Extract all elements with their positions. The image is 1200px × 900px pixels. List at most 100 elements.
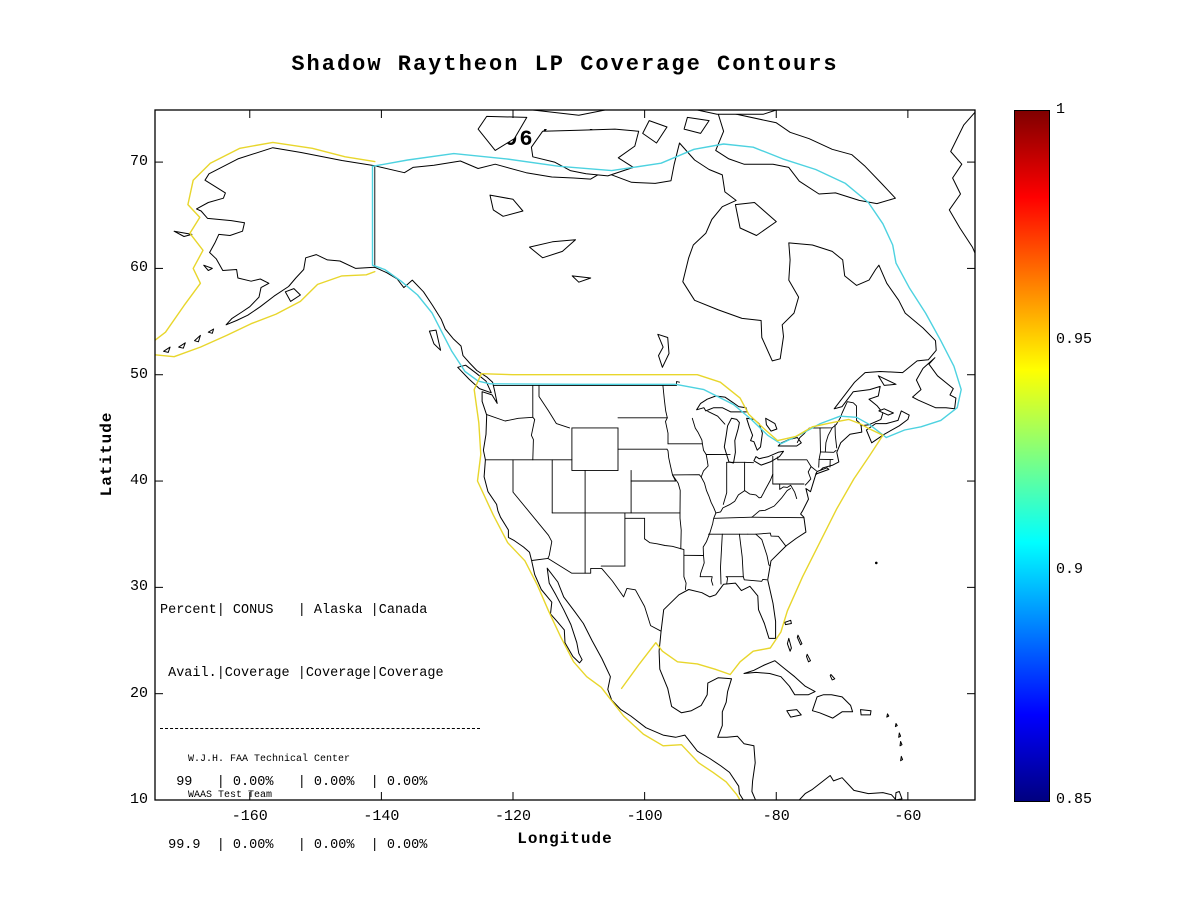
x-tick-label: -160 bbox=[231, 808, 268, 825]
coastline-island bbox=[899, 741, 903, 747]
colorbar-tick-label: 0.95 bbox=[1056, 331, 1093, 348]
credit-text: W.J.H. FAA Technical Center WAAS Test Te… bbox=[188, 730, 350, 826]
plot-frame bbox=[154, 109, 976, 801]
contour-yellow-0-95 bbox=[473, 373, 741, 800]
state-border bbox=[751, 516, 804, 519]
state-border bbox=[810, 466, 817, 472]
state-border bbox=[818, 451, 821, 460]
coastline-island bbox=[786, 637, 792, 652]
y-tick-label: 70 bbox=[129, 153, 148, 171]
contour-cyan-0-90 bbox=[371, 165, 491, 385]
state-border bbox=[713, 516, 753, 519]
x-axis-label: Longitude bbox=[517, 830, 613, 848]
coastline-island bbox=[532, 110, 606, 116]
axis-ticks bbox=[155, 110, 975, 801]
state-border bbox=[672, 474, 681, 514]
state-border bbox=[666, 448, 677, 482]
coastline-island bbox=[696, 110, 777, 115]
contour-cyan-0-90 bbox=[489, 383, 887, 445]
contour-cyan-0-90 bbox=[371, 143, 962, 439]
coastline-mainland bbox=[196, 142, 937, 800]
state-border bbox=[751, 488, 791, 518]
state-border bbox=[755, 533, 771, 567]
colorbar bbox=[1014, 110, 1050, 802]
coastline-island bbox=[428, 329, 442, 351]
lake-outline bbox=[723, 417, 740, 464]
y-tick-label: 20 bbox=[129, 684, 148, 702]
credit-line2: WAAS Test Team bbox=[188, 790, 273, 801]
lake-outline bbox=[753, 450, 784, 466]
coastline-island bbox=[477, 115, 528, 151]
coastline-island bbox=[898, 732, 902, 738]
state-border bbox=[742, 576, 768, 582]
lake-outline bbox=[765, 417, 778, 432]
availability-table: Percent| CONUS | Alaska |Canada Avail.|C… bbox=[160, 558, 480, 900]
state-border bbox=[777, 459, 812, 468]
state-border bbox=[665, 417, 669, 445]
lake-outline bbox=[529, 239, 576, 259]
state-border bbox=[691, 417, 717, 578]
table-row-99-9: 99.9 | 0.00% | 0.00% | 0.00% bbox=[160, 838, 428, 853]
state-border bbox=[530, 416, 536, 461]
state-border bbox=[715, 473, 774, 514]
y-tick-label: 10 bbox=[129, 791, 148, 808]
coastline-island bbox=[811, 694, 854, 719]
y-tick-label: 30 bbox=[129, 578, 148, 596]
coastline-island bbox=[900, 755, 904, 762]
coastline-island bbox=[894, 723, 898, 728]
coastline-island bbox=[178, 342, 186, 349]
coastline-island bbox=[948, 111, 975, 255]
y-tick-label: 60 bbox=[129, 259, 148, 277]
state-border bbox=[820, 449, 837, 453]
colorbar-tick-label: 0.85 bbox=[1056, 791, 1093, 808]
state-border bbox=[779, 483, 798, 500]
x-tick-label: -60 bbox=[894, 808, 922, 825]
y-tick-label: 40 bbox=[129, 472, 148, 490]
state-border bbox=[725, 576, 729, 585]
contour-yellow-0-95 bbox=[480, 373, 884, 442]
state-border bbox=[738, 533, 744, 578]
state-border bbox=[486, 414, 534, 422]
coastline-island bbox=[878, 408, 894, 416]
coastline-island bbox=[163, 346, 171, 353]
coastline-island bbox=[798, 775, 897, 800]
coastline-island bbox=[784, 619, 792, 626]
state-border bbox=[699, 576, 714, 586]
coastline-island bbox=[203, 264, 213, 271]
contour-yellow-0-95 bbox=[155, 141, 376, 358]
x-tick-label: -120 bbox=[494, 808, 531, 825]
state-border bbox=[538, 384, 571, 429]
y-tick-label: 50 bbox=[129, 365, 148, 383]
state-border bbox=[747, 532, 787, 547]
state-border bbox=[680, 548, 687, 590]
contour-yellow-0-95 bbox=[620, 434, 884, 690]
coastline-island bbox=[284, 288, 301, 302]
table-row-99: 99 | 0.00% | 0.00% | 0.00% bbox=[160, 775, 428, 790]
x-tick-label: -80 bbox=[762, 808, 790, 825]
coastline-island bbox=[865, 410, 910, 444]
coastline-island bbox=[715, 110, 896, 205]
state-border bbox=[662, 384, 668, 419]
x-tick-label: -100 bbox=[626, 808, 663, 825]
coastline-island bbox=[530, 128, 640, 177]
state-border bbox=[531, 557, 662, 632]
coastline-island bbox=[194, 334, 201, 343]
state-border bbox=[707, 410, 726, 425]
coastline-island bbox=[806, 653, 811, 663]
coastline-island bbox=[207, 328, 215, 334]
state-border bbox=[679, 512, 682, 550]
figure-title-line1: Shadow Raytheon LP Coverage Contours bbox=[291, 52, 839, 77]
state-border bbox=[672, 474, 702, 478]
coastline-island bbox=[734, 202, 777, 236]
coastline-island bbox=[815, 467, 830, 475]
coastline-island bbox=[912, 357, 957, 410]
x-tick-label: -140 bbox=[363, 808, 400, 825]
coastline-island bbox=[173, 230, 193, 237]
coastline-island bbox=[683, 116, 710, 134]
coastline-island bbox=[886, 713, 890, 718]
state-border bbox=[834, 424, 838, 449]
state-border bbox=[819, 427, 821, 453]
coastline-island bbox=[642, 120, 668, 144]
